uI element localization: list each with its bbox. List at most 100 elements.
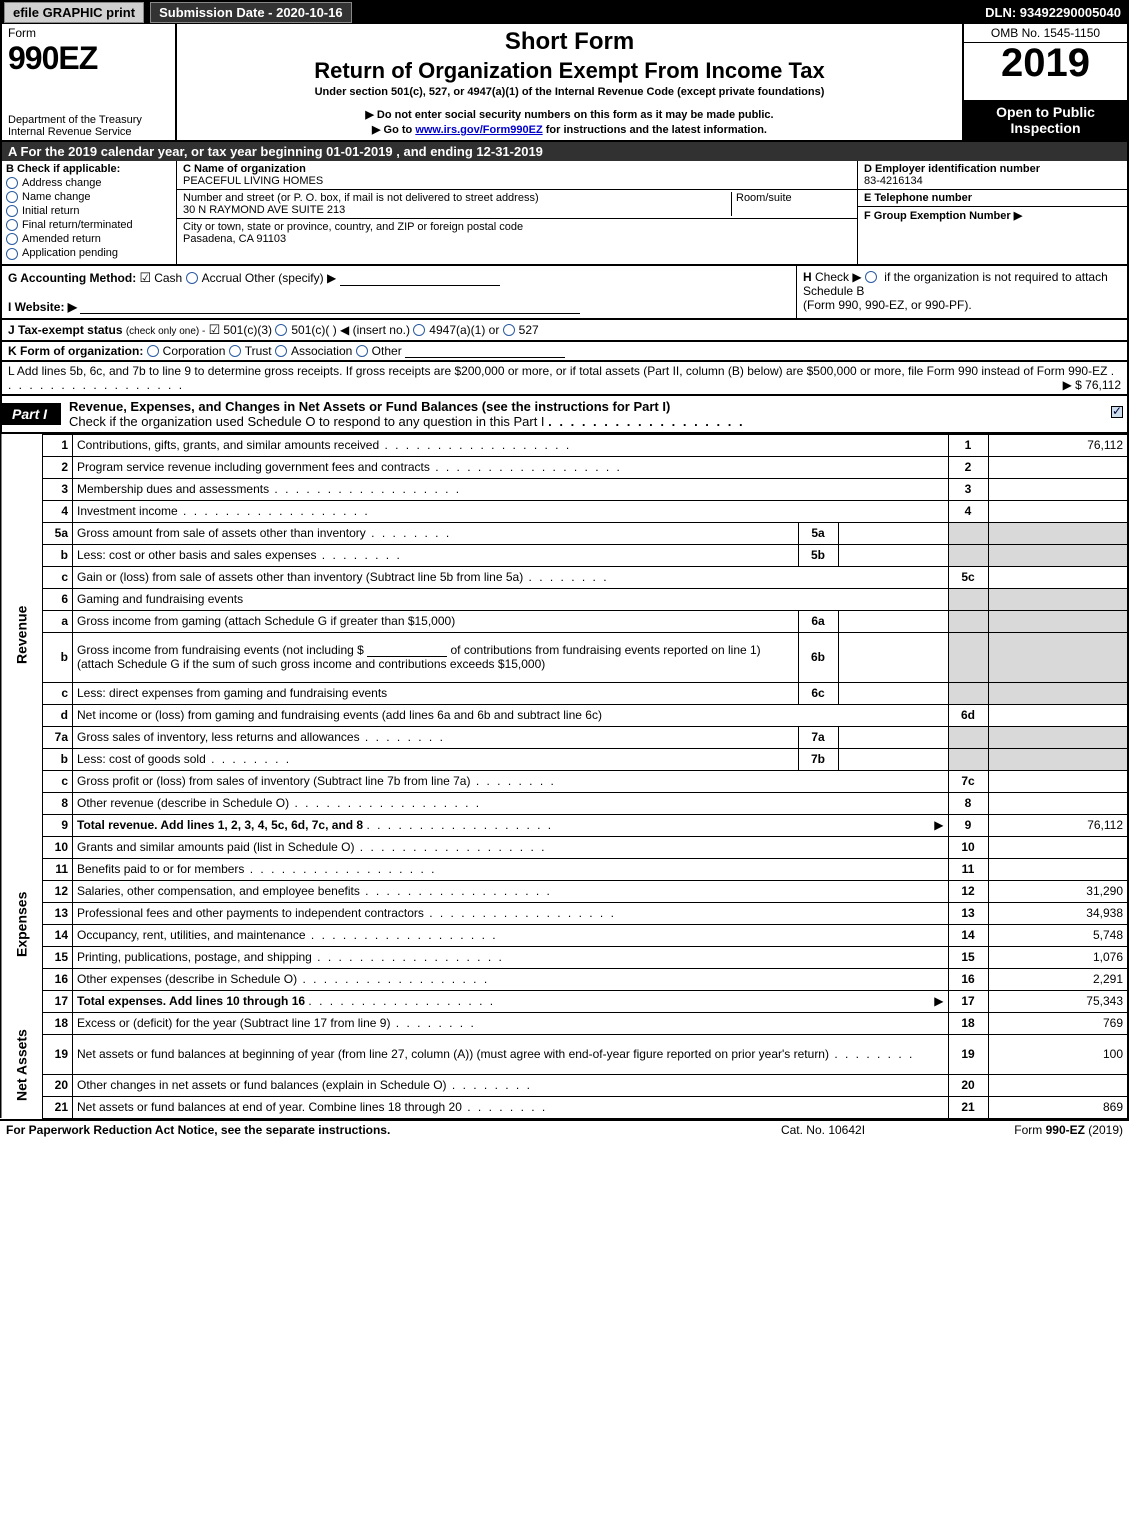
line-value: 31,290 (988, 880, 1128, 902)
line-box-num: 17 (948, 990, 988, 1012)
subline-num: 6b (798, 632, 838, 682)
chk-final-return[interactable]: Final return/terminated (6, 219, 172, 231)
chk-accrual[interactable]: Accrual (186, 271, 242, 285)
line-value (988, 456, 1128, 478)
chk-application-pending[interactable]: Application pending (6, 247, 172, 259)
line-value (988, 682, 1128, 704)
row-gh: G Accounting Method: Cash Accrual Other … (0, 266, 1129, 320)
line-num: 14 (43, 924, 73, 946)
tax-year: 2019 (964, 43, 1127, 83)
chk-4947a1[interactable]: 4947(a)(1) or (413, 323, 499, 337)
chk-527[interactable]: 527 (503, 323, 539, 337)
boxes-def: D Employer identification number 83-4216… (857, 161, 1127, 264)
line-box-num: 1 (948, 434, 988, 456)
table-row: 17 Total expenses. Add lines 10 through … (1, 990, 1128, 1012)
inspection-box: Open to Public Inspection (964, 100, 1127, 140)
efile-button[interactable]: efile GRAPHIC print (4, 2, 144, 23)
table-row: 9 Total revenue. Add lines 1, 2, 3, 4, 5… (1, 814, 1128, 836)
city-label: City or town, state or province, country… (183, 221, 523, 233)
box-d-label: D Employer identification number (864, 163, 1040, 175)
chk-cash[interactable]: Cash (140, 271, 183, 285)
subline-value (838, 544, 948, 566)
box-k-label: K Form of organization: (8, 344, 143, 358)
line-box-num (948, 632, 988, 682)
subline-num: 5b (798, 544, 838, 566)
chk-other-org[interactable]: Other (356, 344, 402, 358)
table-row: 6 Gaming and fundraising events (1, 588, 1128, 610)
chk-corporation[interactable]: Corporation (147, 344, 226, 358)
part1-checkbox[interactable] (1107, 403, 1127, 424)
line-value (988, 632, 1128, 682)
table-row: 20 Other changes in net assets or fund b… (1, 1074, 1128, 1096)
chk-name-change[interactable]: Name change (6, 191, 172, 203)
header-right: OMB No. 1545-1150 2019 Open to Public In… (962, 24, 1127, 140)
chk-initial-return[interactable]: Initial return (6, 205, 172, 217)
line-value (988, 610, 1128, 632)
subline-num: 7a (798, 726, 838, 748)
line-desc: Occupancy, rent, utilities, and maintena… (73, 924, 949, 946)
part1-table: Revenue 1 Contributions, gifts, grants, … (0, 434, 1129, 1119)
top-bar: efile GRAPHIC print Submission Date - 20… (0, 0, 1129, 24)
subline-value (838, 682, 948, 704)
line-value (988, 1074, 1128, 1096)
irs-link[interactable]: www.irs.gov/Form990EZ (415, 124, 542, 136)
line-desc: Salaries, other compensation, and employ… (73, 880, 949, 902)
table-row: c Gross profit or (loss) from sales of i… (1, 770, 1128, 792)
side-netassets: Net Assets (1, 1012, 43, 1118)
l9-text: Total revenue. Add lines 1, 2, 3, 4, 5c,… (77, 818, 363, 832)
line-value: 100 (988, 1034, 1128, 1074)
dept-treasury: Department of the Treasury (8, 114, 169, 126)
header-left: Form 990EZ Department of the Treasury In… (2, 24, 177, 140)
box-f: F Group Exemption Number ▶ (858, 207, 1127, 264)
line-value: 2,291 (988, 968, 1128, 990)
table-row: d Net income or (loss) from gaming and f… (1, 704, 1128, 726)
line-num: 12 (43, 880, 73, 902)
chk-association[interactable]: Association (275, 344, 352, 358)
table-row: b Less: cost of goods sold 7b (1, 748, 1128, 770)
dept-irs: Internal Revenue Service (8, 126, 169, 138)
box-h-text3: (Form 990, 990-EZ, or 990-PF). (803, 298, 972, 312)
chk-501c3[interactable]: 501(c)(3) (209, 323, 272, 337)
info-grid: B Check if applicable: Address change Na… (0, 161, 1129, 266)
l6b-amount-input[interactable] (367, 644, 447, 657)
subline-value (838, 632, 948, 682)
chk-trust[interactable]: Trust (229, 344, 272, 358)
side-expenses: Expenses (1, 836, 43, 1012)
subline-num: 6c (798, 682, 838, 704)
line-desc: Gross income from fundraising events (no… (73, 632, 799, 682)
line-desc: Membership dues and assessments (73, 478, 949, 500)
chk-amended-return[interactable]: Amended return (6, 233, 172, 245)
chk-scheduleb[interactable] (865, 270, 881, 284)
calendar-year-bar: A For the 2019 calendar year, or tax yea… (0, 142, 1129, 161)
other-method-input[interactable] (340, 273, 500, 286)
line-value: 34,938 (988, 902, 1128, 924)
part1-title: Revenue, Expenses, and Changes in Net As… (61, 396, 1107, 432)
table-row: 21 Net assets or fund balances at end of… (1, 1096, 1128, 1118)
line-desc: Printing, publications, postage, and shi… (73, 946, 949, 968)
dln-label: DLN: 93492290005040 (985, 5, 1125, 20)
form-word: Form (8, 26, 169, 40)
box-e: E Telephone number (858, 190, 1127, 207)
other-org-input[interactable] (405, 345, 565, 358)
box-b: B Check if applicable: Address change Na… (2, 161, 177, 264)
table-row: b Gross income from fundraising events (… (1, 632, 1128, 682)
ein-value: 83-4216134 (864, 175, 923, 187)
box-h-label: H (803, 270, 812, 284)
line-box-num: 11 (948, 858, 988, 880)
chk-address-change[interactable]: Address change (6, 177, 172, 189)
line-box-num (948, 522, 988, 544)
box-c-label: C Name of organization (183, 163, 306, 175)
line-desc: Excess or (deficit) for the year (Subtra… (73, 1012, 949, 1034)
chk-501c[interactable]: 501(c)( ) ◀ (insert no.) (275, 323, 410, 337)
room-suite-label: Room/suite (731, 192, 851, 216)
website-input[interactable] (80, 301, 580, 314)
l6b-text1: Gross income from fundraising events (no… (77, 643, 364, 657)
part1-tag: Part I (2, 403, 61, 425)
table-row: a Gross income from gaming (attach Sched… (1, 610, 1128, 632)
note-link-post: for instructions and the latest informat… (546, 124, 767, 136)
line-value (988, 836, 1128, 858)
title-short-form: Short Form (183, 28, 956, 56)
table-row: 12 Salaries, other compensation, and emp… (1, 880, 1128, 902)
line-box-num: 7c (948, 770, 988, 792)
line-box-num: 18 (948, 1012, 988, 1034)
